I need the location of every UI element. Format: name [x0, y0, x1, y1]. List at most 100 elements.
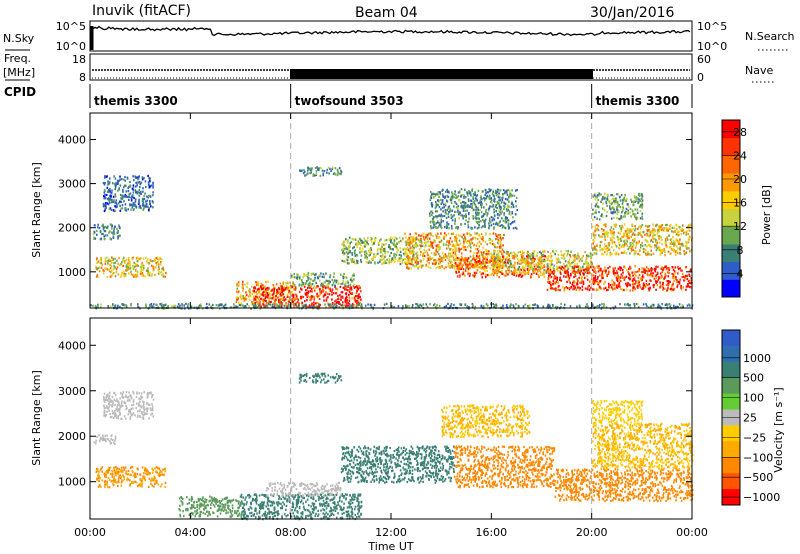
range-gate-cell — [354, 254, 357, 257]
range-gate-cell — [470, 246, 472, 249]
range-gate-cell — [594, 266, 596, 269]
range-gate-cell — [249, 298, 251, 301]
range-gate-cell — [103, 209, 106, 213]
range-gate-cell — [594, 229, 597, 232]
range-gate-cell — [473, 261, 476, 264]
range-gate-cell — [617, 231, 620, 234]
range-gate-cell — [685, 245, 688, 248]
range-gate-cell — [260, 298, 262, 301]
range-gate-cell — [635, 281, 637, 284]
range-gate-cell — [411, 261, 413, 264]
range-gate-cell — [262, 287, 265, 290]
range-gate-cell — [644, 252, 647, 255]
range-gate-cell — [501, 270, 503, 273]
range-gate-cell — [409, 241, 411, 244]
range-gate-cell — [107, 180, 109, 183]
range-gate-cell — [611, 193, 613, 197]
range-gate-cell — [522, 265, 524, 268]
range-gate-cell — [318, 297, 321, 301]
range-gate-cell — [667, 227, 669, 230]
range-gate-cell — [110, 264, 113, 268]
range-gate-cell — [145, 205, 147, 208]
range-gate-cell — [563, 289, 566, 292]
range-gate-cell — [285, 287, 287, 290]
range-gate-cell — [164, 275, 167, 278]
range-gate-cell — [137, 181, 140, 184]
range-gate-cell — [112, 195, 115, 198]
range-gate-cell — [685, 247, 688, 250]
range-gate-cell — [316, 301, 319, 305]
range-gate-cell — [320, 290, 323, 293]
range-gate-cell — [389, 254, 391, 257]
range-gate-cell — [450, 195, 453, 198]
range-gate-cell — [414, 232, 416, 235]
range-gate-cell — [360, 241, 363, 244]
range-gate-cell — [288, 296, 291, 299]
range-gate-cell — [282, 282, 285, 285]
range-gate-cell — [484, 240, 487, 243]
range-gate-cell — [122, 178, 125, 181]
range-gate-cell — [108, 182, 111, 185]
range-gate-cell — [119, 234, 121, 237]
range-gate-cell — [626, 233, 628, 236]
range-gate-cell — [480, 261, 483, 264]
range-gate-cell — [576, 283, 578, 286]
range-gate-cell — [504, 217, 507, 220]
range-gate-cell — [156, 257, 159, 260]
range-gate-cell — [496, 256, 498, 259]
range-gate-cell — [415, 243, 418, 246]
range-gate-cell — [497, 254, 499, 258]
range-gate-cell — [411, 245, 414, 248]
range-gate-cell — [242, 295, 244, 298]
range-gate-cell — [505, 257, 507, 261]
range-gate-cell — [401, 259, 404, 262]
range-gate-cell — [158, 258, 160, 261]
range-gate-cell — [673, 287, 676, 290]
range-gate-cell — [453, 244, 456, 247]
range-gate-cell — [633, 213, 636, 216]
range-gate-cell — [670, 287, 673, 290]
range-gate-cell — [430, 204, 433, 207]
range-gate-cell — [265, 289, 268, 292]
range-gate-cell — [644, 249, 647, 252]
range-gate-cell — [497, 259, 500, 262]
range-gate-cell — [246, 285, 248, 289]
range-gate-cell — [642, 231, 644, 234]
range-gate-cell — [346, 241, 349, 244]
range-gate-cell — [263, 300, 265, 303]
range-gate-cell — [678, 282, 681, 285]
range-gate-cell — [99, 261, 102, 264]
range-gate-cell — [148, 271, 151, 275]
range-gate-cell — [535, 268, 537, 271]
range-gate-cell — [119, 264, 121, 267]
range-gate-cell — [515, 189, 517, 192]
range-gate-cell — [645, 254, 648, 257]
range-gate-cell — [637, 193, 640, 196]
range-gate-cell — [458, 275, 461, 278]
range-gate-cell — [516, 257, 519, 261]
range-gate-cell — [303, 272, 305, 275]
range-gate-cell — [653, 283, 655, 286]
range-gate-cell — [592, 265, 595, 268]
range-gate-cell — [297, 275, 299, 278]
range-gate-cell — [596, 244, 598, 247]
range-gate-cell — [623, 289, 625, 292]
range-gate-cell — [506, 209, 509, 212]
range-gate-cell — [139, 265, 142, 269]
range-gate-cell — [526, 255, 528, 258]
range-gate-cell — [660, 251, 662, 254]
range-gate-cell — [466, 246, 469, 249]
range-gate-cell — [635, 250, 637, 253]
range-gate-cell — [119, 197, 122, 200]
range-gate-cell — [96, 257, 98, 260]
range-gate-cell — [346, 262, 349, 265]
range-gate-cell — [298, 278, 301, 281]
range-gate-cell — [623, 196, 626, 199]
range-gate-cell — [252, 296, 255, 299]
range-gate-cell — [516, 254, 518, 257]
range-gate-cell — [413, 256, 416, 259]
range-gate-cell — [127, 256, 130, 260]
range-gate-cell — [469, 260, 472, 263]
range-gate-cell — [399, 260, 401, 263]
